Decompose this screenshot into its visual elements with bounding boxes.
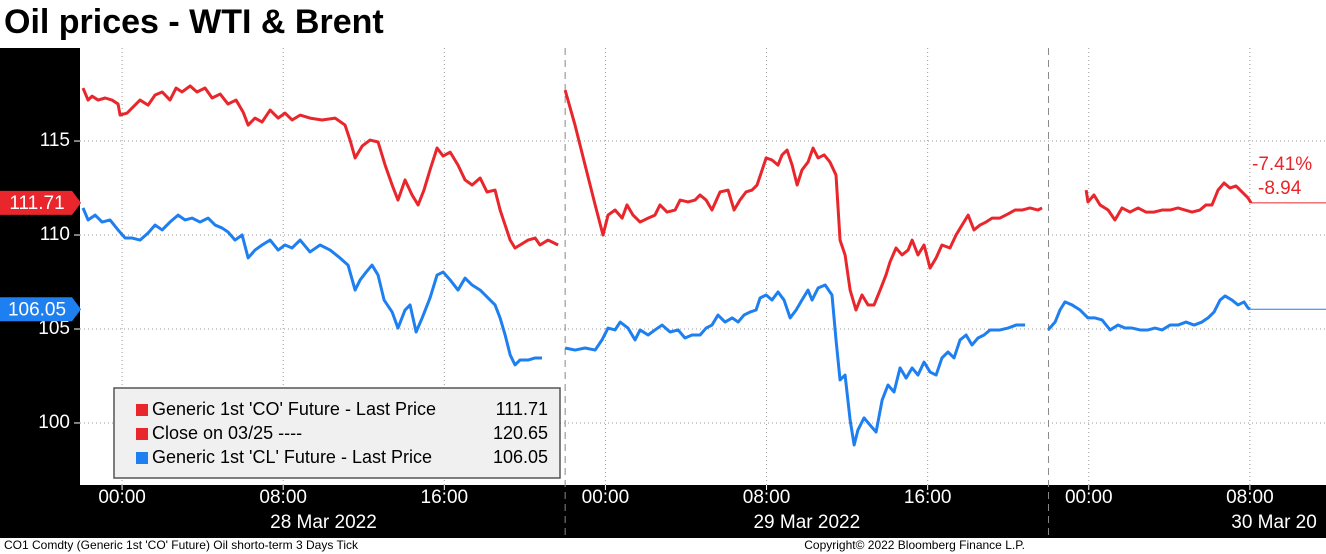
legend-label: Close on 03/25 ---- (152, 423, 302, 443)
chart-title: Oil prices - WTI & Brent (4, 3, 384, 41)
annotation: -7.41% (1252, 154, 1312, 175)
price-tag (0, 297, 81, 322)
y-tick-label: 115 (40, 130, 70, 151)
x-tick-label: 08:00 (1226, 487, 1274, 508)
price-line (81, 84, 1253, 312)
price-tag-label: 106.05 (8, 299, 66, 320)
legend-value: 120.65 (493, 423, 548, 443)
footer-copyright: Copyright© 2022 Bloomberg Finance L.P. (804, 538, 1025, 552)
y-tick-label: 100 (38, 412, 70, 433)
date-label: 30 Mar 20 (1231, 512, 1317, 533)
y-tick-label: 105 (38, 318, 70, 339)
legend-value: 111.71 (496, 399, 548, 419)
footer-source: CO1 Comdty (Generic 1st 'CO' Future) Oil… (4, 538, 359, 552)
x-tick-label: 16:00 (904, 487, 952, 508)
price-tag (0, 190, 81, 215)
legend-swatch (136, 404, 148, 416)
legend-label: Generic 1st 'CL' Future - Last Price (152, 447, 432, 467)
plot-area (81, 84, 1326, 447)
x-tick-label: 08:00 (743, 487, 791, 508)
date-label: 28 Mar 2022 (270, 512, 377, 533)
legend-value: 106.05 (493, 447, 548, 467)
legend-label: Generic 1st 'CO' Future - Last Price (152, 399, 436, 419)
price-tag-label: 111.71 (9, 193, 64, 214)
x-tick-label: 08:00 (259, 487, 307, 508)
annotation: -8.94 (1258, 178, 1302, 199)
x-tick-label: 00:00 (98, 487, 146, 508)
x-tick-label: 00:00 (1065, 487, 1113, 508)
legend-swatch (136, 428, 148, 440)
x-axis-strip (80, 485, 1326, 538)
date-label: 29 Mar 2022 (753, 512, 860, 533)
x-tick-label: 16:00 (421, 487, 469, 508)
y-tick-label: 110 (40, 224, 70, 245)
price-line (81, 207, 1251, 447)
y-axis-strip (0, 48, 80, 538)
legend-box (113, 387, 561, 479)
legend-swatch (136, 452, 148, 464)
x-tick-label: 00:00 (582, 487, 630, 508)
